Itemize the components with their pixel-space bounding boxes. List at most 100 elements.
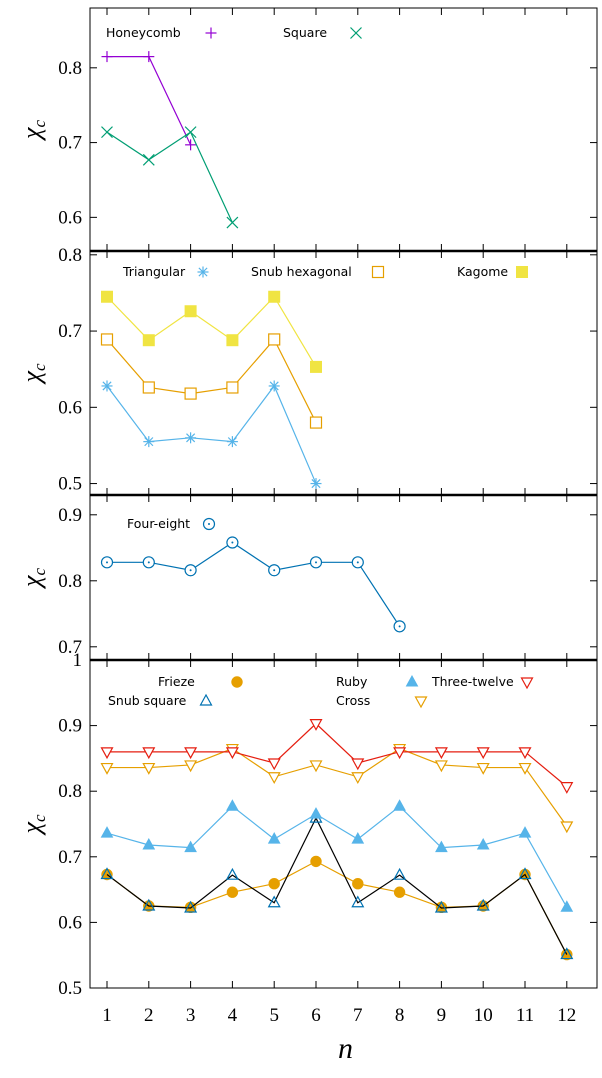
x-tick-label: 12 bbox=[557, 1005, 576, 1026]
data-point bbox=[476, 762, 490, 775]
legend-entry: Four-eight bbox=[127, 516, 216, 531]
series-four-eight bbox=[100, 536, 406, 633]
series-square bbox=[101, 126, 239, 229]
data-point bbox=[225, 867, 239, 880]
data-point bbox=[142, 762, 156, 775]
legend-marker bbox=[197, 266, 209, 278]
data-point bbox=[226, 216, 239, 229]
data-point bbox=[184, 760, 198, 773]
panel-frame bbox=[89, 7, 598, 252]
legend-label: Three-twelve bbox=[431, 674, 514, 689]
legend-marker bbox=[199, 693, 213, 706]
series-line bbox=[107, 747, 568, 827]
data-point bbox=[518, 747, 532, 760]
data-point bbox=[560, 900, 574, 912]
series-line bbox=[106, 816, 568, 955]
legend-label: Snub hexagonal bbox=[251, 264, 352, 279]
legend-marker bbox=[520, 677, 534, 690]
data-point bbox=[352, 877, 364, 890]
y-tick-label: 0.8 bbox=[58, 58, 82, 79]
data-point bbox=[309, 760, 323, 773]
y-tick-label: 0.8 bbox=[58, 245, 82, 266]
data-point bbox=[142, 747, 156, 760]
data-point bbox=[184, 564, 197, 577]
legend-entry: Snub hexagonal bbox=[251, 264, 385, 279]
y-tick-label: 0.8 bbox=[58, 781, 82, 802]
data-point bbox=[226, 536, 239, 549]
y-tick-label: 0.9 bbox=[58, 505, 82, 526]
series-triangular bbox=[101, 380, 322, 490]
data-point bbox=[267, 895, 281, 908]
legend-label: Square bbox=[283, 25, 327, 40]
legend-label: Triangular bbox=[122, 264, 186, 279]
data-point bbox=[476, 898, 490, 911]
series-line bbox=[107, 55, 192, 146]
y-tick-label: 0.7 bbox=[58, 847, 82, 868]
panel-3: 0.7 0.8 0.9 χc Four-eight bbox=[17, 494, 598, 661]
data-point bbox=[393, 799, 406, 811]
data-point bbox=[351, 895, 365, 908]
panel-4: 0.5 0.6 0.7 0.8 0.9 1 χc Frieze Snub square Ruby C… bbox=[17, 650, 598, 999]
data-point bbox=[226, 381, 239, 394]
x-tick-label: 11 bbox=[516, 1005, 534, 1026]
data-point bbox=[351, 832, 365, 844]
data-point bbox=[268, 564, 281, 577]
data-point bbox=[142, 556, 155, 569]
data-point bbox=[393, 620, 406, 633]
data-point bbox=[560, 821, 574, 834]
series-cross bbox=[100, 743, 574, 834]
legend-marker bbox=[350, 27, 362, 39]
data-point bbox=[310, 855, 322, 868]
legend-marker bbox=[205, 27, 217, 39]
data-point bbox=[101, 51, 113, 63]
data-point bbox=[142, 898, 156, 911]
legend-label: Kagome bbox=[457, 264, 508, 279]
series-frieze bbox=[101, 855, 573, 961]
data-point bbox=[351, 758, 365, 771]
series-line bbox=[106, 860, 568, 955]
series-snub-hexagonal bbox=[100, 333, 323, 429]
data-point bbox=[100, 762, 114, 775]
legend-label: Ruby bbox=[336, 674, 368, 689]
data-point bbox=[476, 837, 490, 850]
panel-frame bbox=[89, 250, 598, 496]
data-point bbox=[267, 832, 281, 844]
legend-entry: Triangular bbox=[122, 264, 209, 279]
series-honeycomb bbox=[101, 51, 197, 151]
data-point bbox=[476, 747, 490, 760]
x-tick-label: 1 bbox=[102, 1005, 112, 1026]
series-three-twelve bbox=[100, 719, 574, 794]
data-point bbox=[100, 747, 114, 760]
panel-frame bbox=[89, 659, 598, 989]
data-point bbox=[101, 126, 113, 139]
data-point bbox=[100, 826, 114, 838]
data-point bbox=[310, 360, 322, 373]
y-tick-label: 1 bbox=[73, 650, 83, 671]
legend-label: Frieze bbox=[158, 674, 195, 689]
data-point bbox=[351, 772, 365, 785]
data-point bbox=[225, 747, 239, 760]
data-point bbox=[142, 381, 155, 394]
data-point bbox=[268, 333, 281, 346]
data-point bbox=[434, 747, 448, 760]
data-point bbox=[393, 867, 407, 880]
y-axis-label: χc bbox=[17, 814, 49, 836]
data-point bbox=[100, 556, 114, 569]
x-tick-label: 10 bbox=[474, 1005, 493, 1026]
data-point bbox=[267, 758, 281, 771]
data-point bbox=[184, 305, 197, 318]
series-line bbox=[106, 338, 317, 423]
data-point bbox=[268, 290, 281, 303]
series-line bbox=[107, 722, 568, 788]
data-point bbox=[351, 556, 364, 569]
data-point bbox=[142, 837, 156, 850]
data-point bbox=[309, 556, 323, 569]
data-point bbox=[310, 478, 322, 490]
data-point bbox=[226, 436, 238, 448]
x-tick-label: 7 bbox=[353, 1005, 363, 1026]
legend-label: Snub square bbox=[108, 693, 187, 708]
legend-label: Cross bbox=[336, 693, 370, 708]
legend-entry: Kagome bbox=[457, 264, 528, 279]
data-point bbox=[518, 762, 532, 775]
y-tick-label: 0.5 bbox=[58, 978, 82, 999]
